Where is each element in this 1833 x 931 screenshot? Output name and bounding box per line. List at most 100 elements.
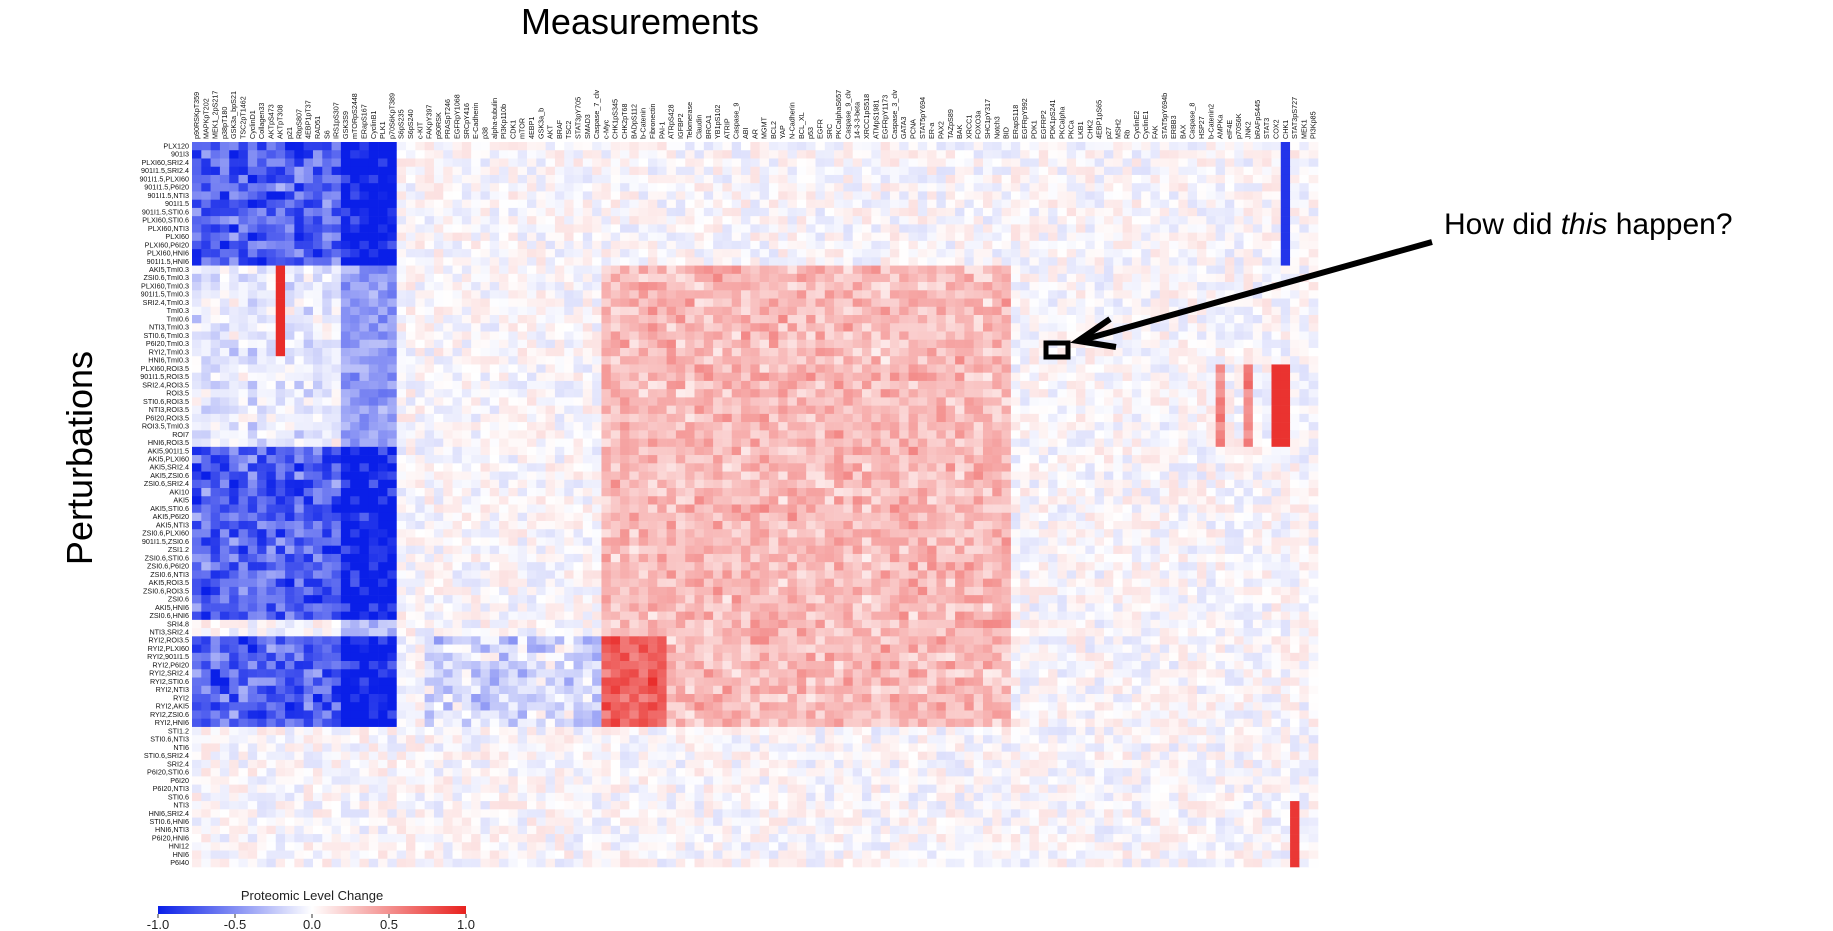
heatmap-cell — [638, 282, 649, 291]
row-label: RYI2,SRI2.4 — [149, 669, 189, 678]
heatmap-cell — [955, 446, 965, 456]
heatmap-cell — [1280, 183, 1291, 192]
heatmap-cell — [1159, 290, 1170, 299]
heatmap-cell — [843, 249, 854, 258]
heatmap-cell — [312, 463, 323, 472]
heatmap-cell — [1252, 405, 1263, 415]
heatmap-cell — [359, 380, 370, 390]
heatmap-cell — [629, 257, 639, 266]
heatmap-cell — [387, 290, 398, 299]
heatmap-cell — [1103, 438, 1114, 448]
heatmap-cell — [992, 380, 1002, 390]
heatmap-cell — [499, 183, 509, 192]
heatmap-cell — [322, 356, 332, 365]
heatmap-cell — [368, 463, 379, 472]
heatmap-cell — [368, 240, 379, 250]
heatmap-cell — [238, 232, 249, 242]
heatmap-cell — [871, 224, 881, 233]
heatmap-cell — [806, 282, 816, 291]
heatmap-cell — [424, 166, 435, 176]
row-label: NTI3 — [173, 801, 189, 810]
heatmap-cell — [871, 207, 881, 217]
heatmap-cell — [796, 405, 807, 415]
heatmap-cell — [294, 446, 304, 456]
heatmap-cell — [480, 389, 491, 398]
heatmap-cell — [201, 323, 211, 332]
heatmap-cell — [452, 413, 463, 423]
heatmap-cell — [508, 199, 519, 209]
heatmap-cell — [471, 207, 481, 217]
heatmap-cell — [303, 224, 314, 233]
heatmap-cell — [610, 331, 621, 341]
heatmap-cell — [759, 199, 770, 209]
heatmap-cell — [285, 207, 295, 217]
heatmap-cell — [238, 389, 249, 398]
heatmap-cell — [1048, 282, 1058, 291]
heatmap-cell — [834, 356, 844, 365]
heatmap-cell — [1048, 265, 1058, 275]
heatmap-cell — [303, 282, 314, 291]
heatmap-cell — [1085, 265, 1095, 275]
heatmap-cell — [973, 331, 984, 341]
heatmap-cell — [982, 224, 993, 233]
heatmap-cell — [1308, 257, 1319, 266]
heatmap-cell — [443, 158, 453, 168]
heatmap-cell — [592, 150, 602, 159]
heatmap-cell — [489, 290, 500, 299]
heatmap-cell — [1094, 290, 1105, 299]
heatmap-cell — [1048, 273, 1058, 283]
heatmap-cell — [508, 158, 519, 168]
heatmap-cell — [834, 372, 844, 382]
heatmap-cell — [508, 389, 519, 398]
heatmap-cell — [1187, 372, 1198, 382]
heatmap-cell — [1308, 240, 1319, 250]
heatmap-cell — [899, 413, 909, 423]
heatmap-cell — [1224, 372, 1235, 382]
heatmap-cell — [1131, 224, 1142, 233]
heatmap-cell — [517, 405, 528, 415]
heatmap-cell — [992, 191, 1002, 200]
heatmap-cell — [843, 306, 854, 316]
heatmap-cell — [778, 372, 788, 382]
heatmap-cell — [396, 207, 407, 217]
heatmap-cell — [1103, 380, 1114, 390]
heatmap-cell — [1048, 364, 1058, 373]
heatmap-cell — [247, 273, 258, 283]
heatmap-cell — [1280, 216, 1291, 225]
heatmap-cell — [1057, 207, 1068, 217]
heatmap-cell — [843, 150, 854, 159]
heatmap-cell — [1131, 422, 1142, 431]
heatmap-cell — [1234, 331, 1244, 341]
heatmap-cell — [1048, 232, 1058, 242]
heatmap-cell — [1038, 265, 1049, 275]
heatmap-cell — [285, 282, 295, 291]
heatmap-cell — [768, 339, 779, 349]
heatmap-cell — [1271, 224, 1282, 233]
heatmap-cell — [1271, 199, 1282, 209]
heatmap-cell — [1076, 422, 1086, 431]
heatmap-cell — [517, 265, 528, 275]
heatmap-cell — [424, 191, 435, 200]
heatmap-cell — [629, 191, 639, 200]
heatmap-cell — [778, 273, 788, 283]
heatmap-cell — [471, 422, 481, 431]
heatmap-cell — [1076, 380, 1086, 390]
heatmap-cell — [415, 331, 425, 341]
heatmap-cell — [610, 389, 621, 398]
heatmap-cell — [1048, 166, 1058, 176]
heatmap-cell — [1252, 356, 1263, 365]
heatmap-cell — [917, 257, 928, 266]
heatmap-cell — [759, 430, 770, 439]
heatmap-cell — [1187, 430, 1198, 439]
heatmap-cell — [722, 380, 733, 390]
heatmap-cell — [1122, 389, 1133, 398]
heatmap-cell — [741, 463, 751, 472]
column-label: Notch3 — [992, 116, 1001, 139]
heatmap-cell — [620, 347, 630, 357]
heatmap-cell — [1280, 298, 1291, 308]
heatmap-cell — [517, 331, 528, 341]
heatmap-cell — [1010, 232, 1021, 242]
heatmap-cell — [778, 257, 788, 266]
row-label: 901I1.5,ROI3.5 — [140, 372, 189, 381]
heatmap-cell — [1252, 191, 1263, 200]
